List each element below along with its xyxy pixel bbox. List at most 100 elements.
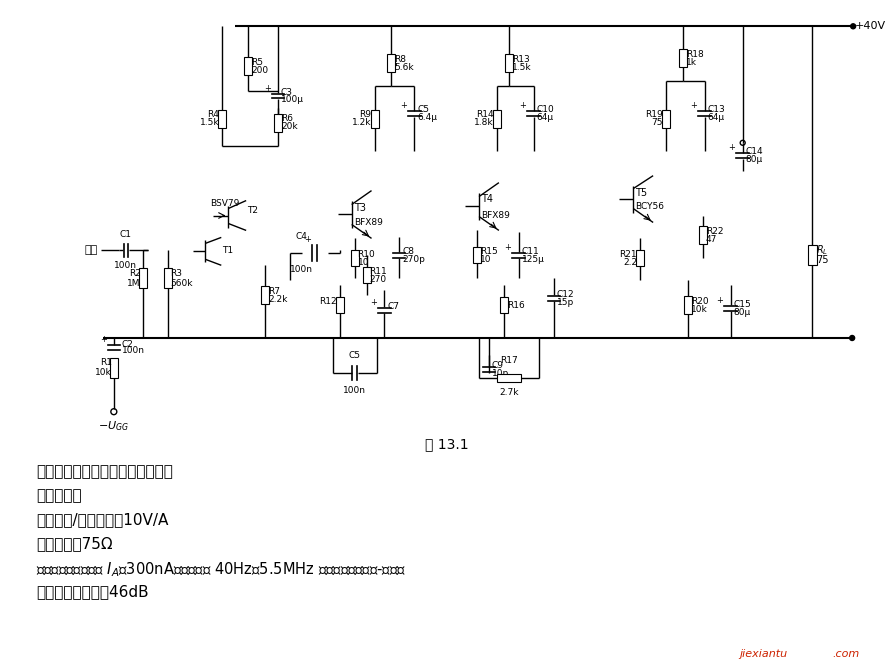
Bar [387, 54, 395, 72]
Text: $-U_{GG}$: $-U_{GG}$ [99, 419, 129, 433]
Text: R10: R10 [358, 250, 375, 259]
Text: 10k: 10k [95, 368, 112, 378]
Bar [500, 297, 508, 313]
Text: 1.5k: 1.5k [512, 62, 531, 72]
Text: +: + [691, 101, 697, 110]
Text: BSV79: BSV79 [211, 199, 240, 208]
Bar [139, 268, 147, 288]
Text: R6: R6 [281, 114, 293, 124]
Circle shape [850, 24, 856, 29]
Text: C13: C13 [708, 106, 726, 114]
Text: R9: R9 [359, 110, 372, 120]
Text: R22: R22 [706, 227, 723, 236]
Text: 1k: 1k [686, 58, 697, 67]
Text: 2.7k: 2.7k [499, 388, 519, 396]
Text: +: + [504, 243, 512, 252]
Text: R5: R5 [251, 58, 263, 67]
Text: C10: C10 [537, 106, 555, 114]
Text: C5: C5 [418, 106, 429, 114]
Text: 64µ: 64µ [708, 114, 725, 122]
Text: R16: R16 [507, 300, 525, 310]
Bar [497, 374, 521, 382]
Text: 输出阻抗：75Ω: 输出阻抗：75Ω [36, 536, 113, 551]
Text: C12: C12 [556, 290, 574, 298]
Text: 6.4µ: 6.4µ [418, 114, 437, 122]
Bar [164, 268, 171, 288]
Text: C7: C7 [387, 302, 400, 310]
Text: R19: R19 [645, 110, 663, 120]
Text: C1: C1 [120, 230, 132, 239]
Text: +: + [100, 335, 107, 345]
Text: 电路适于电视摄象机用作放大器。: 电路适于电视摄象机用作放大器。 [36, 464, 173, 479]
Bar [219, 110, 227, 128]
Text: 80µ: 80µ [734, 308, 751, 317]
Text: C8: C8 [402, 247, 414, 256]
Bar [363, 267, 371, 283]
Text: 1.2k: 1.2k [352, 118, 372, 128]
Text: $R_L$: $R_L$ [816, 243, 829, 257]
Text: R17: R17 [500, 356, 518, 365]
Text: 100n: 100n [290, 265, 314, 274]
Text: T5: T5 [635, 187, 647, 198]
Bar [274, 114, 282, 132]
Text: 1.8k: 1.8k [474, 118, 494, 128]
Text: 技术参数：: 技术参数： [36, 489, 82, 503]
Text: R21: R21 [620, 250, 637, 259]
Text: 270p: 270p [402, 255, 426, 264]
Bar [662, 110, 670, 128]
Text: R1: R1 [99, 358, 112, 368]
Text: +: + [263, 83, 271, 93]
Text: 10: 10 [358, 258, 369, 267]
Text: 10: 10 [480, 255, 492, 264]
Text: 1.5k: 1.5k [200, 118, 220, 128]
Text: R8: R8 [394, 54, 407, 64]
Text: 输出电压/输入电流：10V/A: 输出电压/输入电流：10V/A [36, 512, 168, 528]
Text: T3: T3 [354, 202, 366, 212]
Text: 200: 200 [251, 66, 268, 75]
Text: 信噪比（在信号电流 $I_A$＝300nA、频率范围 40Hz～5.5MHz 情况下输出电压峰-峰值与: 信噪比（在信号电流 $I_A$＝300nA、频率范围 40Hz～5.5MHz 情… [36, 560, 406, 579]
Bar [110, 358, 117, 378]
Text: +: + [400, 101, 407, 110]
Text: +: + [520, 101, 526, 110]
Text: 47: 47 [706, 235, 717, 244]
Bar [679, 49, 687, 67]
Text: R18: R18 [686, 50, 703, 58]
Bar [261, 286, 269, 304]
Text: .com: .com [832, 648, 859, 659]
Text: C5: C5 [349, 351, 360, 360]
Text: 75: 75 [651, 118, 663, 128]
Text: jiexiantu: jiexiantu [739, 648, 788, 659]
Text: 100µ: 100µ [281, 95, 304, 104]
Text: +: + [728, 143, 736, 153]
Text: 75: 75 [816, 255, 829, 265]
Text: R2: R2 [129, 269, 141, 278]
Text: 输入: 输入 [84, 245, 98, 255]
Text: T2: T2 [247, 206, 258, 215]
Text: BCY56: BCY56 [635, 202, 664, 211]
Text: C11: C11 [521, 247, 539, 256]
Text: R11: R11 [369, 267, 387, 276]
Text: 20k: 20k [281, 122, 297, 131]
Text: T4: T4 [481, 194, 493, 204]
Text: +: + [370, 298, 377, 306]
Text: 100n: 100n [122, 347, 145, 355]
Text: 270: 270 [369, 275, 387, 284]
Text: 64µ: 64µ [537, 114, 554, 122]
Text: C15: C15 [734, 300, 752, 308]
Circle shape [849, 335, 855, 341]
Bar [350, 251, 358, 266]
Text: 125µ: 125µ [521, 255, 545, 264]
Text: 80µ: 80µ [745, 155, 762, 164]
Bar [245, 57, 252, 75]
Text: C2: C2 [122, 341, 134, 349]
Text: +: + [717, 296, 723, 304]
Bar [636, 251, 644, 266]
Text: +: + [305, 235, 311, 245]
Text: C9: C9 [492, 362, 504, 370]
Text: 15p: 15p [556, 298, 573, 306]
Text: C14: C14 [745, 147, 763, 157]
Text: R7: R7 [268, 287, 280, 296]
Text: +40V: +40V [855, 22, 886, 32]
Text: 10p: 10p [492, 370, 509, 378]
Bar [699, 226, 707, 245]
